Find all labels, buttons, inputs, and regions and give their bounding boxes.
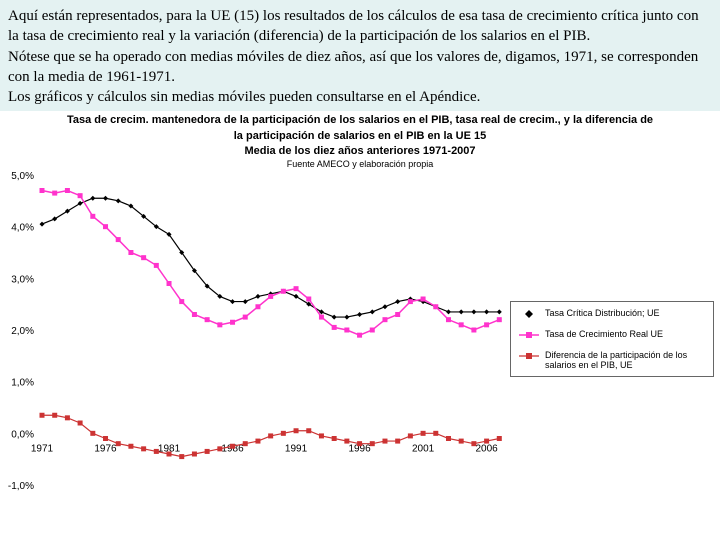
plot-container: -1,0%0,0%1,0%2,0%3,0%4,0%5,0%19711976198… [42, 175, 512, 485]
svg-text:1976: 1976 [94, 444, 117, 455]
svg-text:-1,0%: -1,0% [8, 481, 34, 492]
legend-item-diferencia: Diferencia de la participación de los sa… [517, 350, 707, 370]
chart-title-line2: la participación de salarios en el PIB e… [234, 130, 487, 142]
legend-box: Tasa Crítica Distribución; UE Tasa de Cr… [510, 301, 714, 377]
svg-text:5,0%: 5,0% [11, 171, 34, 182]
legend-marker-square-pink [517, 329, 541, 340]
svg-text:2001: 2001 [412, 444, 435, 455]
svg-text:3,0%: 3,0% [11, 275, 34, 286]
chart-svg: -1,0%0,0%1,0%2,0%3,0%4,0%5,0%19711976198… [42, 175, 512, 485]
chart-title-line3: Media de los diez años anteriores 1971-2… [244, 145, 475, 157]
svg-text:2006: 2006 [475, 444, 498, 455]
header-text-block: Aquí están representados, para la UE (15… [0, 0, 720, 111]
header-p3: Los gráficos y cálculos sin medias móvil… [8, 89, 480, 105]
legend-item-real: Tasa de Crecimiento Real UE [517, 329, 707, 340]
legend-text-real: Tasa de Crecimiento Real UE [545, 329, 707, 339]
legend-marker-square-red [517, 350, 541, 361]
svg-text:1971: 1971 [31, 444, 54, 455]
svg-text:2,0%: 2,0% [11, 326, 34, 337]
legend-item-critica: Tasa Crítica Distribución; UE [517, 308, 707, 319]
svg-text:0,0%: 0,0% [11, 430, 34, 441]
svg-text:1,0%: 1,0% [11, 378, 34, 389]
legend-marker-diamond [517, 308, 541, 319]
chart-area: Tasa de crecim. mantenedora de la partic… [0, 111, 720, 516]
legend-text-critica: Tasa Crítica Distribución; UE [545, 308, 707, 318]
chart-title: Tasa de crecim. mantenedora de la partic… [0, 111, 720, 159]
legend-text-diferencia: Diferencia de la participación de los sa… [545, 350, 707, 370]
svg-text:1991: 1991 [285, 444, 308, 455]
header-p2: Nótese que se ha operado con medias móvi… [8, 49, 698, 85]
chart-title-line1: Tasa de crecim. mantenedora de la partic… [67, 114, 653, 126]
svg-text:4,0%: 4,0% [11, 223, 34, 234]
chart-subtitle: Fuente AMECO y elaboración propia [0, 159, 720, 169]
header-p1: Aquí están representados, para la UE (15… [8, 8, 699, 44]
